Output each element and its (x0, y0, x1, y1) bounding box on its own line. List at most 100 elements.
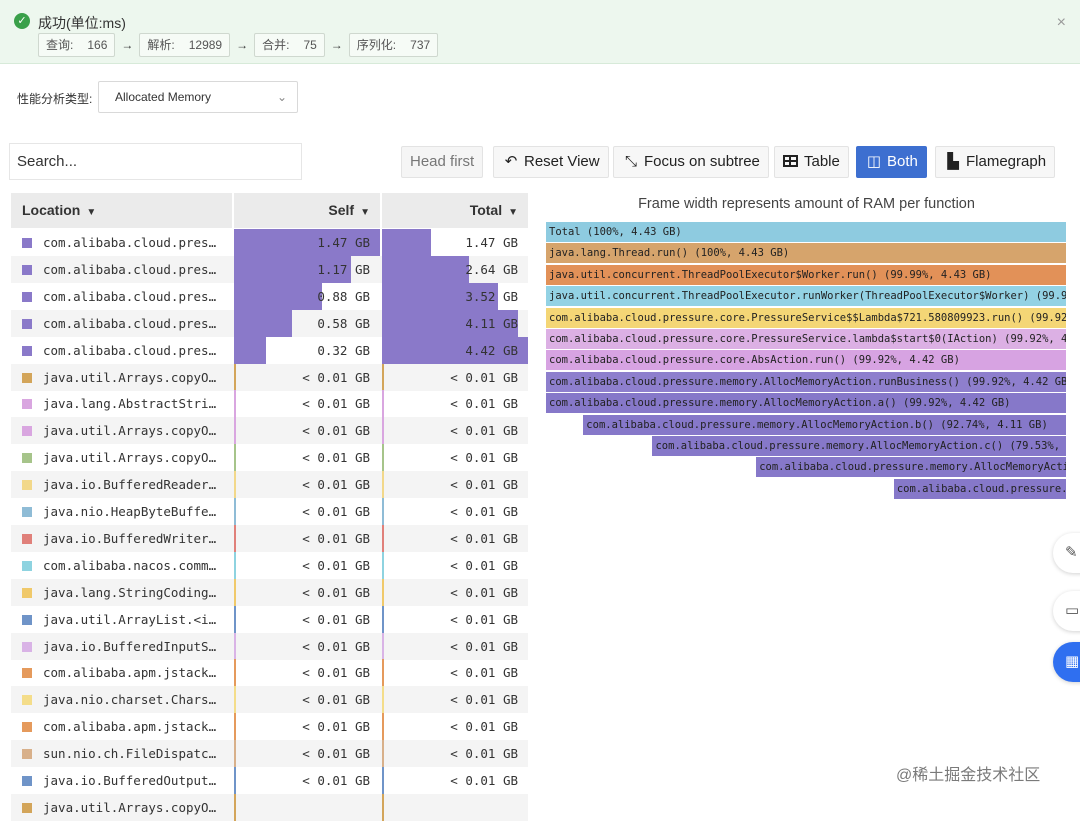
edit-icon[interactable]: ✎ (1053, 533, 1080, 573)
row-total-cell: < 0.01 GB (382, 767, 528, 794)
flamegraph-frame[interactable]: com.alibaba.cloud.pressure.core.Pressure… (546, 307, 1067, 328)
flamegraph-frame[interactable]: java.util.concurrent.ThreadPoolExecutor.… (546, 286, 1067, 307)
self-value: < 0.01 GB (302, 423, 370, 439)
color-swatch (22, 291, 32, 302)
table-row[interactable]: java.util.ArrayList.<i… < 0.01 GB < 0.01 G… (11, 605, 528, 633)
flamegraph-frame[interactable]: com.alibaba.cloud.pressure.memory.AllocM… (546, 393, 1067, 414)
table-row[interactable]: java.io.BufferedOutput… < 0.01 GB < 0.01 G… (11, 767, 528, 794)
self-bar (234, 444, 236, 472)
both-view-button[interactable]: ◫ Both (856, 146, 927, 178)
row-location: com.alibaba.cloud.pres… (43, 342, 217, 358)
flamegraph-frame[interactable]: com.alibaba.cloud.pressure.memory.AllocM… (652, 436, 1067, 456)
total-value: < 0.01 GB (450, 450, 518, 466)
table-row[interactable]: com.alibaba.apm.jstack… < 0.01 GB < 0.01 G… (11, 713, 528, 741)
close-icon[interactable]: × (1056, 14, 1066, 31)
color-swatch (22, 399, 32, 410)
table-row[interactable]: com.alibaba.cloud.pres… 0.88 GB 3.52 GB (11, 282, 528, 310)
table-row[interactable]: com.alibaba.cloud.pres… 1.47 GB 1.47 GB (11, 229, 528, 256)
row-total-cell: < 0.01 GB (382, 659, 528, 687)
table-row[interactable]: com.alibaba.cloud.pres… 0.58 GB 4.11 GB (11, 309, 528, 337)
self-value: < 0.01 GB (302, 719, 370, 735)
row-location: com.alibaba.cloud.pres… (43, 261, 217, 277)
table-view-button[interactable]: Table (774, 146, 849, 178)
row-self-cell: < 0.01 GB (234, 605, 380, 633)
flamegraph-frame[interactable]: com.alibaba.cloud.pressure.core.AbsActio… (546, 350, 1067, 371)
row-location: com.alibaba.cloud.pres… (43, 315, 217, 331)
table-row[interactable]: java.nio.HeapByteBuffe… < 0.01 GB < 0.01 G… (11, 498, 528, 525)
row-total-cell: < 0.01 GB (382, 390, 528, 418)
row-total-cell: 4.42 GB (382, 336, 528, 364)
watermark: @稀土掘金技术社区 (896, 767, 1041, 784)
row-total-cell: < 0.01 GB (382, 363, 528, 391)
table-row[interactable]: java.util.Arrays.copyO… < 0.01 GB < 0.01 G… (11, 444, 528, 472)
flamegraph-frame[interactable]: java.lang.Thread.run() (100%, 4.43 GB) (546, 243, 1067, 264)
flamegraph-frame[interactable]: com.alibaba.cloud.pressure.memory.AllocM… (756, 457, 1067, 478)
flamegraph-view-button[interactable]: ▙ Flamegraph (935, 146, 1056, 178)
table-row[interactable]: java.util.Arrays.copyO… (11, 793, 528, 821)
total-value: 4.11 GB (465, 315, 518, 331)
self-value: < 0.01 GB (302, 369, 370, 385)
total-value: < 0.01 GB (450, 692, 518, 708)
row-self-cell: < 0.01 GB (234, 578, 380, 606)
row-location: com.alibaba.cloud.pres… (43, 235, 217, 250)
column-header-self[interactable]: Self ▼ (234, 193, 380, 228)
column-header-total[interactable]: Total ▼ (382, 193, 528, 228)
total-value: 2.64 GB (465, 261, 518, 277)
self-bar (234, 229, 380, 256)
comment-icon[interactable]: ▭ (1053, 591, 1080, 631)
total-value: < 0.01 GB (450, 396, 518, 412)
flamegraph-frame[interactable]: com.alibaba.cloud.pressure.memory.AllocM… (583, 414, 1067, 435)
table-row[interactable]: java.util.Arrays.copyO… < 0.01 GB < 0.01 G… (11, 363, 528, 391)
search-input[interactable]: Search... (9, 143, 302, 180)
row-location: java.util.Arrays.copyO… (43, 450, 217, 466)
head-first-button[interactable]: Head first (401, 146, 484, 178)
row-location: sun.nio.ch.FileDispatc… (43, 746, 217, 762)
row-self-cell: < 0.01 GB (234, 767, 380, 794)
self-bar (234, 524, 236, 552)
self-bar (234, 498, 236, 525)
total-value: < 0.01 GB (450, 477, 518, 493)
analysis-type-select[interactable]: Allocated Memory ⌄ (98, 81, 298, 113)
row-self-cell: < 0.01 GB (234, 551, 380, 579)
flamegraph-frame[interactable]: Total (100%, 4.43 GB) (546, 222, 1067, 242)
self-value: < 0.01 GB (302, 504, 370, 519)
apps-icon[interactable]: ▦ (1053, 642, 1080, 682)
table-row[interactable]: java.io.BufferedInputS… < 0.01 GB < 0.01 G… (11, 632, 528, 660)
column-header-location[interactable]: Location ▼ (11, 193, 232, 228)
self-bar (234, 390, 236, 418)
table-row[interactable]: com.alibaba.cloud.pres… 1.17 GB 2.64 GB (11, 255, 528, 283)
table-row[interactable]: java.io.BufferedWriter… < 0.01 GB < 0.01 G… (11, 524, 528, 552)
table-row[interactable]: com.alibaba.cloud.pres… 0.32 GB 4.42 GB (11, 336, 528, 364)
total-value: < 0.01 GB (450, 530, 518, 546)
step-merge: 合并: 75 (254, 33, 325, 57)
self-bar (234, 471, 236, 499)
table-row[interactable]: java.util.Arrays.copyO… < 0.01 GB < 0.01 G… (11, 417, 528, 445)
flamegraph-frame[interactable]: com.alibaba.cloud.pressure.memory.AllocM… (893, 478, 1067, 499)
row-total-cell: 2.64 GB (382, 255, 528, 283)
row-total-cell: < 0.01 GB (382, 524, 528, 552)
self-bar (234, 309, 293, 337)
row-total-cell: < 0.01 GB (382, 498, 528, 525)
self-value: 0.32 GB (317, 342, 370, 358)
row-self-cell: < 0.01 GB (234, 444, 380, 472)
total-bar (382, 632, 384, 660)
row-location: java.lang.StringCoding… (43, 584, 217, 600)
color-swatch (22, 426, 32, 437)
analysis-type-label: 性能分析类型: (17, 92, 93, 106)
row-self-cell: < 0.01 GB (234, 390, 380, 418)
table-row[interactable]: com.alibaba.apm.jstack… < 0.01 GB < 0.01 G… (11, 659, 528, 687)
table-row[interactable]: sun.nio.ch.FileDispatc… < 0.01 GB < 0.01 G… (11, 740, 528, 768)
table-row[interactable]: java.io.BufferedReader… < 0.01 GB < 0.01 G… (11, 471, 528, 499)
self-value: < 0.01 GB (302, 665, 370, 681)
focus-subtree-button[interactable]: ⤡ Focus on subtree (613, 146, 769, 178)
table-row[interactable]: java.nio.charset.Chars… < 0.01 GB < 0.01 G… (11, 686, 528, 714)
table-row[interactable]: java.lang.StringCoding… < 0.01 GB < 0.01 G… (11, 578, 528, 606)
flamegraph-frame[interactable]: com.alibaba.cloud.pressure.memory.AllocM… (546, 371, 1067, 392)
self-bar (234, 578, 236, 606)
flamegraph-frame[interactable]: com.alibaba.cloud.pressure.core.Pressure… (546, 329, 1067, 349)
flamegraph-frame[interactable]: java.util.concurrent.ThreadPoolExecutor$… (546, 264, 1067, 285)
reset-view-button[interactable]: ↶ Reset View (493, 146, 609, 178)
table-row[interactable]: com.alibaba.nacos.comm… < 0.01 GB < 0.01 G… (11, 551, 528, 579)
table-row[interactable]: java.lang.AbstractStri… < 0.01 GB < 0.01 G… (11, 390, 528, 418)
self-bar (234, 686, 236, 714)
